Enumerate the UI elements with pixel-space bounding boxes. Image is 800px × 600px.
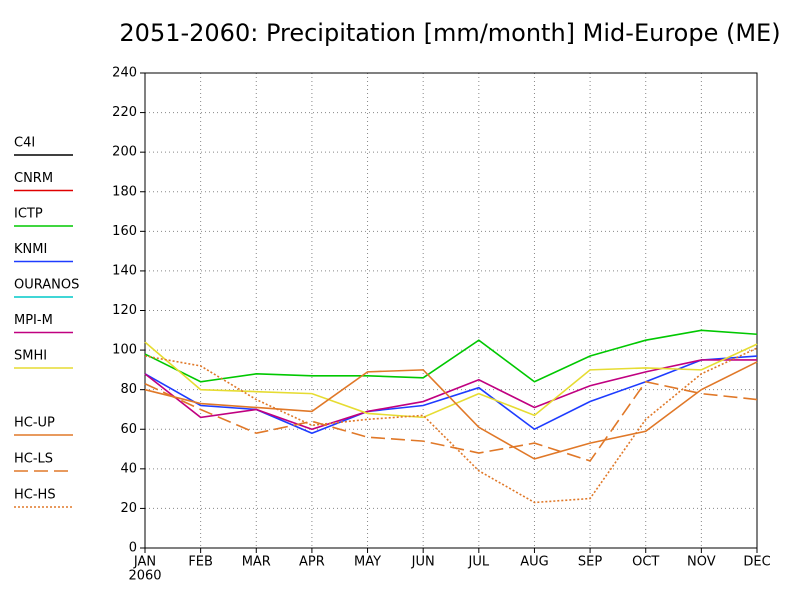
legend-label: MPI-M bbox=[14, 313, 53, 328]
series-line bbox=[144, 341, 758, 419]
legend-label: OURANOS bbox=[14, 278, 79, 293]
x-tick-label: NOV bbox=[687, 555, 716, 570]
x-tick-label: AUG bbox=[520, 555, 548, 570]
x-tick-label: JUN bbox=[411, 555, 435, 570]
x-tick-label: APR bbox=[299, 555, 325, 570]
x-tick-label: JUL bbox=[468, 555, 490, 570]
y-tick-label: 200 bbox=[112, 145, 137, 160]
x-tick-label: JAN bbox=[133, 555, 156, 570]
legend-label: SMHI bbox=[14, 349, 47, 364]
y-tick-label: 180 bbox=[112, 184, 137, 199]
y-tick-label: 0 bbox=[129, 541, 137, 556]
y-tick-label: 120 bbox=[112, 303, 137, 318]
series-line bbox=[144, 359, 757, 431]
series-line bbox=[144, 329, 758, 383]
series-line bbox=[144, 347, 758, 504]
chart-title: 2051-2060: Precipitation [mm/month] Mid-… bbox=[119, 19, 780, 47]
legend-label: HC-HS bbox=[14, 488, 56, 503]
x-tick-label: MAY bbox=[354, 555, 381, 570]
legend-label: C4I bbox=[14, 136, 35, 151]
y-tick-label: 100 bbox=[112, 343, 137, 358]
y-tick-label: 140 bbox=[112, 263, 137, 278]
legend-label: ICTP bbox=[14, 207, 43, 222]
legend-label: HC-LS bbox=[14, 452, 53, 467]
plot-frame bbox=[144, 72, 758, 549]
y-tick-label: 80 bbox=[120, 382, 137, 397]
y-tick-label: 60 bbox=[120, 422, 137, 437]
series-line bbox=[144, 361, 758, 460]
x-tick-label: MAR bbox=[242, 555, 271, 570]
x-sublabel: 2060 bbox=[128, 569, 161, 584]
x-tick-label: DEC bbox=[743, 555, 770, 570]
y-tick-label: 160 bbox=[112, 224, 137, 239]
x-tick-label: FEB bbox=[188, 555, 213, 570]
x-tick-label: SEP bbox=[578, 555, 602, 570]
y-tick-label: 220 bbox=[112, 105, 137, 120]
legend-label: CNRM bbox=[14, 171, 53, 186]
legend-label: KNMI bbox=[14, 242, 47, 257]
series-line bbox=[144, 380, 758, 462]
y-tick-label: 240 bbox=[112, 66, 137, 81]
y-tick-label: 20 bbox=[120, 501, 137, 516]
legend-label: HC-UP bbox=[14, 416, 55, 431]
x-tick-label: OCT bbox=[632, 555, 659, 570]
y-tick-label: 40 bbox=[120, 461, 137, 476]
series-line bbox=[144, 355, 758, 435]
